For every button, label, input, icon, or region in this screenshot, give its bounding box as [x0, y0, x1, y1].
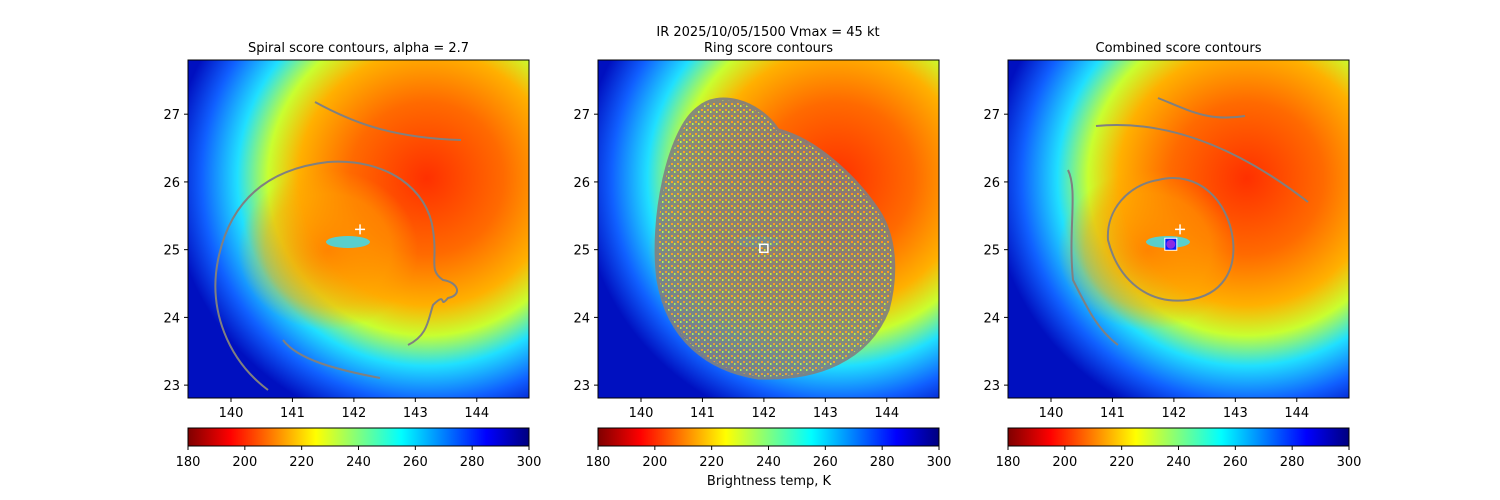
inner-core-region	[1058, 170, 1238, 330]
x-tick-label: 144	[1284, 406, 1309, 421]
colorbar-tick-label: 220	[289, 455, 314, 470]
ring-center-marker	[759, 243, 769, 254]
colorbar-tick-label: 300	[1337, 455, 1362, 470]
y-tick-label: 23	[573, 379, 590, 394]
center-plus-marker	[1175, 224, 1186, 235]
x-tick-label: 141	[690, 406, 715, 421]
x-tick-label: 143	[813, 406, 838, 421]
y-tick-label: 25	[163, 244, 180, 259]
colorbar-tick-label: 280	[460, 455, 485, 470]
y-tick-label: 26	[163, 176, 180, 191]
y-tick-label: 25	[573, 244, 590, 259]
center-plus-marker	[355, 224, 366, 235]
panel-2: Ring score contours 140 141 142 143 144 23 24 25…	[573, 41, 951, 470]
colorbar-tick-label: 180	[176, 455, 201, 470]
colorbar-tick-label: 280	[1280, 455, 1305, 470]
panel-title: Combined score contours	[1096, 41, 1262, 56]
x-tick-label: 142	[751, 406, 776, 421]
y-tick-label: 27	[983, 108, 1000, 123]
colorbar-tick-label: 220	[1109, 455, 1134, 470]
suptitle: IR 2025/10/05/1500 Vmax = 45 kt	[656, 25, 879, 40]
colorbar-tick-label: 260	[813, 455, 838, 470]
x-tick-label: 143	[1223, 406, 1248, 421]
combined-center-marker	[1166, 239, 1176, 249]
ring-contours	[654, 97, 896, 380]
x-tick-label: 142	[1161, 406, 1186, 421]
colorbar-tick-label: 280	[870, 455, 895, 470]
combined-contour	[1067, 169, 1235, 346]
colorbar-tick-label: 200	[642, 455, 667, 470]
colorbar-tick-label: 300	[927, 455, 952, 470]
colorbar-tick-label: 180	[996, 455, 1021, 470]
colorbar-tick-label: 300	[517, 455, 542, 470]
x-tick-label: 144	[464, 406, 489, 421]
axes-frame	[1007, 59, 1350, 399]
inner-core-region	[238, 170, 418, 330]
y-tick-label: 24	[983, 311, 1000, 326]
panel-title: Spiral score contours, alpha = 2.7	[248, 41, 469, 56]
y-tick-label: 26	[983, 176, 1000, 191]
x-tick-label: 140	[219, 406, 244, 421]
x-tick-label: 141	[1100, 406, 1125, 421]
panel-1: Spiral score contours, alpha = 2.7 140 141…	[163, 41, 541, 470]
y-tick-label: 24	[163, 311, 180, 326]
colorbar-label: Brightness temp, K	[707, 474, 832, 489]
x-tick-label: 140	[629, 406, 654, 421]
x-tick-label: 140	[1039, 406, 1064, 421]
axes-frame	[187, 59, 530, 399]
y-tick-label: 23	[163, 379, 180, 394]
colorbar-tick-label: 220	[699, 455, 724, 470]
axes-frame	[597, 59, 940, 399]
colorbar-tick-label: 260	[403, 455, 428, 470]
combined-contour	[1095, 97, 1309, 203]
colorbar	[1007, 427, 1350, 447]
y-tick-label: 23	[983, 379, 1000, 394]
eye-feature	[326, 236, 370, 248]
x-tick-label: 143	[403, 406, 428, 421]
y-tick-label: 25	[983, 244, 1000, 259]
panel-title: Ring score contours	[704, 41, 833, 56]
y-tick-label: 24	[573, 311, 590, 326]
panel-3: Combined score contours 140 141 142 143 144 23…	[983, 41, 1361, 470]
colorbar-tick-label: 200	[1052, 455, 1077, 470]
spiral-contour	[214, 160, 458, 391]
x-tick-label: 141	[280, 406, 305, 421]
colorbar-tick-label: 180	[586, 455, 611, 470]
colorbar	[597, 427, 940, 447]
spiral-contour	[314, 101, 462, 141]
colorbar-tick-label: 260	[1223, 455, 1248, 470]
colorbar-tick-label: 240	[1166, 455, 1191, 470]
colorbar-tick-label: 240	[756, 455, 781, 470]
x-tick-label: 144	[874, 406, 899, 421]
y-tick-label: 27	[573, 108, 590, 123]
colorbar	[187, 427, 530, 447]
x-tick-label: 142	[341, 406, 366, 421]
colorbar-tick-label: 200	[232, 455, 257, 470]
y-tick-label: 26	[573, 176, 590, 191]
y-tick-label: 27	[163, 108, 180, 123]
colorbar-tick-label: 240	[346, 455, 371, 470]
